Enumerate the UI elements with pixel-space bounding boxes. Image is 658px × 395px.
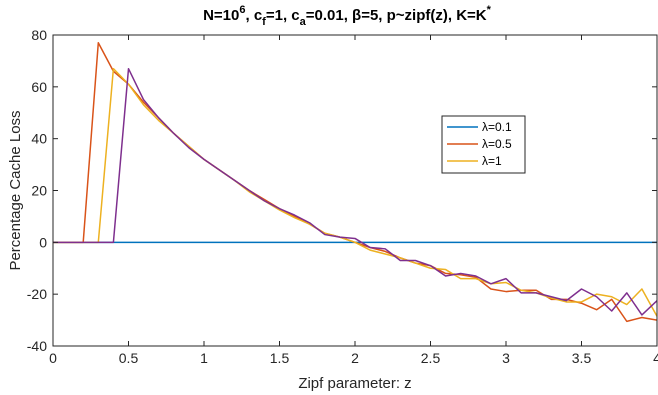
axes-layer: 0 0.5 1 1.5 2 2.5 3 3.5 4 -40 -20 0 20 40 60 80 [27,27,658,366]
series-layer [53,42,658,323]
y-tick-label: -40 [27,338,47,354]
y-tick-label: 0 [39,234,47,250]
x-tick-label: 3.5 [572,350,592,366]
series-line-4 [53,67,658,316]
x-tick-label: 2 [351,350,359,366]
legend-label: λ=0.5 [482,137,512,151]
x-tick-label: 4 [653,350,658,366]
y-axis-label: Percentage Cache Loss [7,110,24,270]
x-tick-label: 3 [502,350,510,366]
y-tick-label: 80 [31,27,47,43]
y-tick-label: 60 [31,79,47,95]
x-tick-label: 0 [49,350,57,366]
x-tick-label: 1.5 [270,350,290,366]
legend-label: λ=0.1 [482,120,512,134]
x-tick-label: 1 [200,350,208,366]
y-tick-label: 40 [31,131,47,147]
x-tick-label: 0.5 [119,350,139,366]
legend: λ=0.1 λ=0.5 λ=1 [441,115,526,174]
y-tick-label: -20 [27,286,47,302]
legend-label: λ=1 [482,154,502,168]
x-axis-label: Zipf parameter: z [298,375,411,392]
plot-area [53,35,657,346]
chart-title: N=106, cf=1, ca=0.01, β=5, p~zipf(z), K=… [203,4,492,28]
y-tick-label: 20 [31,183,47,199]
x-tick-label: 2.5 [421,350,441,366]
